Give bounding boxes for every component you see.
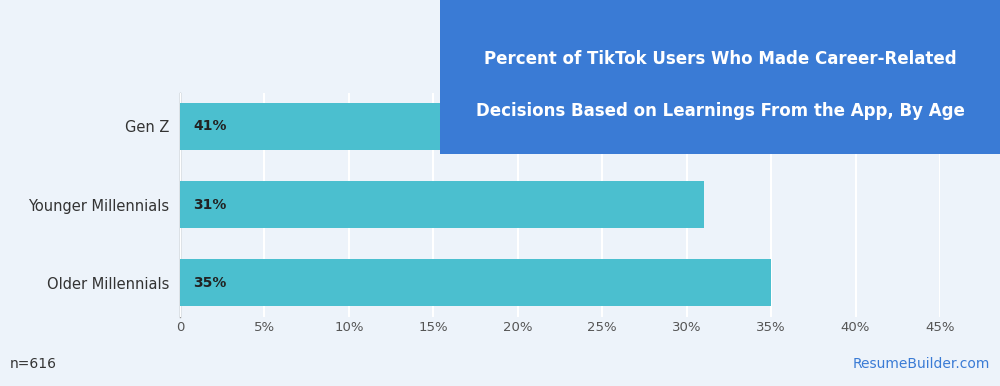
Text: n=616: n=616 <box>10 357 57 371</box>
Text: Decisions Based on Learnings From the App, By Age: Decisions Based on Learnings From the Ap… <box>476 102 964 120</box>
Bar <box>180 103 872 150</box>
Text: 41%: 41% <box>194 119 227 133</box>
Text: 31%: 31% <box>194 198 227 212</box>
Bar <box>180 181 704 228</box>
Text: 35%: 35% <box>194 276 227 290</box>
Text: Percent of TikTok Users Who Made Career-Related: Percent of TikTok Users Who Made Career-… <box>484 50 956 68</box>
Text: ResumeBuilder.com: ResumeBuilder.com <box>853 357 990 371</box>
Bar <box>180 259 771 306</box>
